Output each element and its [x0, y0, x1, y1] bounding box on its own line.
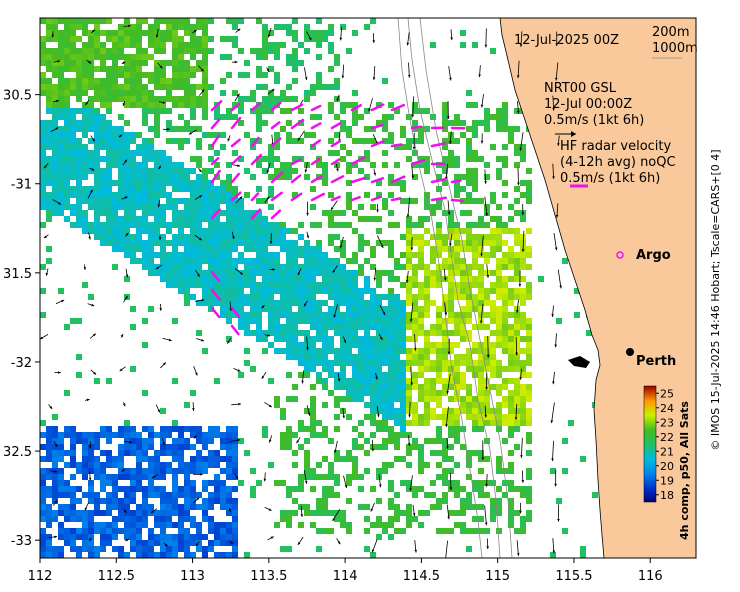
argo-label: Argo — [636, 248, 671, 263]
colorbar-tick-label: 18 — [660, 489, 674, 502]
colorbar-title: 4h comp, p50, All Sats — [678, 401, 691, 540]
isobath-lines — [397, 18, 513, 558]
model-scale-arrowhead — [571, 131, 576, 137]
model-current-arrows — [40, 24, 562, 558]
x-tick-label: 116 — [638, 569, 663, 584]
perth-marker — [626, 348, 634, 356]
date-label: 12-Jul-2025 00Z — [514, 33, 619, 48]
x-tick-label: 112 — [28, 569, 53, 584]
x-tick-label: 114.5 — [403, 569, 440, 584]
colorbar-tick-label: 20 — [660, 460, 674, 473]
x-axis: 112 112.5 113 113.5 114 114.5 115 115.5 116 — [28, 558, 663, 584]
x-tick-label: 113 — [180, 569, 205, 584]
rottnest-island — [568, 356, 590, 368]
colorbar-tick-label: 25 — [660, 387, 674, 400]
radar-velocity-arrows — [210, 100, 466, 336]
y-axis: 30.5 -31 31.5 -32 32.5 -33 — [3, 89, 40, 549]
colorbar-tick-label: 22 — [660, 431, 674, 444]
y-tick-label: -32 — [11, 356, 32, 371]
x-tick-label: 115.5 — [555, 569, 592, 584]
sst-field — [40, 18, 604, 558]
x-tick-label: 113.5 — [250, 569, 287, 584]
y-tick-label: -33 — [11, 534, 32, 549]
colorbar-tick-label: 19 — [660, 474, 674, 487]
isobath-shallow-label: 200m — [652, 25, 689, 40]
radar-label-3: 0.5m/s (1kt 6h) — [560, 171, 660, 186]
x-tick-label: 114 — [333, 569, 358, 584]
perth-label: Perth — [636, 354, 676, 369]
model-label-3: 0.5m/s (1kt 6h) — [544, 113, 644, 128]
isobath-deep-label: 1000m — [652, 41, 698, 56]
credit-text: © IMOS 15-Jul-2025 14:46 Hobart; Tscale=… — [709, 149, 722, 451]
model-label-1: NRT00 GSL — [544, 81, 617, 96]
plot-frame — [39, 17, 697, 559]
radar-label-1: HF radar velocity — [560, 139, 672, 154]
x-tick-label: 112.5 — [98, 569, 135, 584]
colorbar-tick-label: 24 — [660, 402, 674, 415]
argo-marker — [616, 251, 624, 259]
colorbar-tick-label: 23 — [660, 416, 674, 429]
colorbar-tick-label: 21 — [660, 445, 674, 458]
colorbar — [643, 385, 657, 503]
radar-label-2: (4-12h avg) noQC — [560, 155, 676, 170]
y-tick-label: -31 — [11, 178, 32, 193]
y-tick-label: 32.5 — [3, 445, 32, 460]
y-tick-label: 30.5 — [3, 89, 32, 104]
x-tick-label: 115 — [485, 569, 510, 584]
model-label-2: 12-Jul 00:00Z — [544, 97, 632, 112]
y-tick-label: 31.5 — [3, 267, 32, 282]
